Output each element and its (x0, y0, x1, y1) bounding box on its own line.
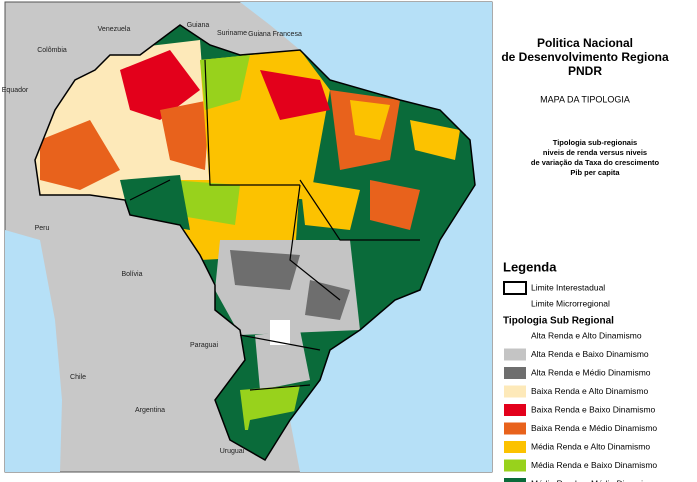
legend-label: Baixa Renda e Médio Dinamismo (531, 423, 657, 433)
state-borders (129, 59, 420, 391)
legend-label: Baixa Renda e Alto Dinamismo (531, 386, 648, 396)
map-label: Guiana (187, 22, 210, 29)
side-panel: Politica Nacional de Desenvolvimento Reg… (501, 36, 669, 482)
legend-subtitle: Tipologia Sub Regional (503, 316, 614, 327)
brazil-border (34, 24, 476, 462)
title: Politica Nacional (537, 36, 633, 50)
legend-swatch (504, 422, 526, 435)
map-label: Venezuela (98, 26, 131, 33)
map-label: Suriname (217, 30, 247, 37)
legend-swatch (504, 478, 526, 482)
title: de Desenvolvimento Regiona (501, 50, 669, 64)
map-label: Peru (35, 225, 50, 232)
legend-swatch (504, 441, 526, 453)
legend-swatch (504, 404, 526, 416)
map-label: Equador (2, 87, 29, 94)
map: Venezuela Guiana Suriname Guiana Francesa Co… (2, 1, 493, 473)
legend-label: Limite Microrregional (531, 298, 610, 308)
legend-title: Legenda (503, 259, 557, 274)
description: Pib per capita (570, 168, 620, 177)
map-label: Argentina (135, 407, 165, 414)
description: de variação da Taxa do crescimento (531, 158, 660, 167)
legend-label: Limite Interestadual (531, 282, 605, 292)
subtitle: MAPA DA TIPOLOGIA (540, 94, 630, 104)
map-label: Uruguai (220, 448, 245, 455)
legend-label: Média Renda e Alto Dinamismo (531, 441, 650, 451)
legend-swatch (504, 348, 526, 361)
ocean (240, 2, 492, 472)
description: niveis de renda versus niveis (543, 148, 647, 157)
map-labels: Venezuela Guiana Suriname Guiana Francesa Co… (2, 22, 302, 455)
map-label: Chile (70, 374, 86, 381)
map-label: Bolívia (121, 271, 142, 278)
legend-label: Alta Renda e Baixo Dinamismo (531, 349, 649, 359)
legend-swatch (504, 367, 526, 379)
legend-label: Alta Renda e Médio Dinamismo (531, 367, 651, 377)
legend-swatch (503, 281, 527, 295)
map-label: Paraguai (190, 342, 218, 349)
map-label: Colômbia (37, 47, 67, 54)
legend-label: Média Renda e Médio Dinamismo (531, 478, 659, 482)
legend-label: Alta Renda e Alto Dinamismo (531, 330, 642, 340)
description: Tipologia sub-regionais (553, 138, 637, 147)
legend-swatch (504, 459, 526, 472)
legend-swatch (504, 385, 526, 398)
legend-label: Média Renda e Baixo Dinamismo (531, 460, 657, 470)
ocean (5, 230, 62, 472)
title: PNDR (568, 64, 602, 78)
map-label: Guiana Francesa (248, 31, 302, 38)
legend-label: Baixa Renda e Baixo Dinamismo (531, 404, 656, 414)
legend-swatch (503, 329, 527, 343)
